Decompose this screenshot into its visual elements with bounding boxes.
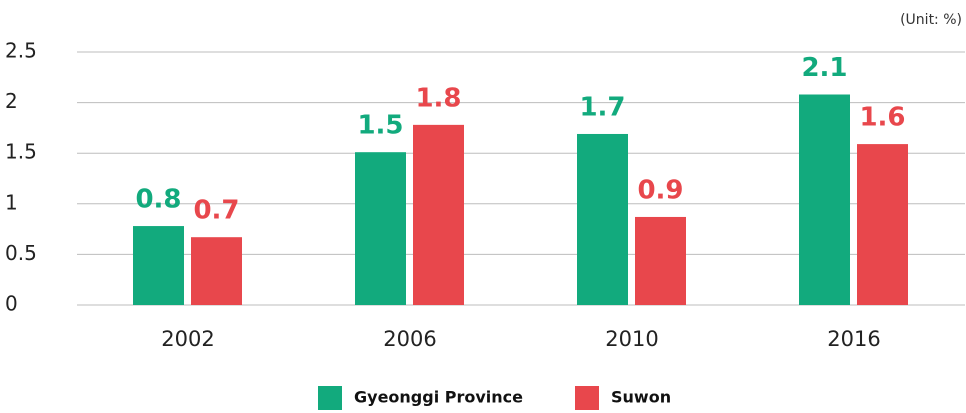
bar — [133, 226, 184, 305]
x-tick-label: 2016 — [827, 327, 880, 351]
x-tick-label: 2006 — [383, 327, 436, 351]
y-tick-label: 0.5 — [5, 241, 37, 265]
bar — [577, 133, 628, 305]
y-tick-label: 1 — [5, 190, 18, 214]
value-label: 1.7 — [579, 92, 625, 122]
value-label: 1.5 — [357, 111, 403, 141]
bar — [857, 144, 908, 305]
value-label: 2.1 — [801, 53, 847, 83]
legend-swatch — [575, 386, 599, 410]
value-label: 0.7 — [193, 196, 239, 226]
x-tick-label: 2010 — [605, 327, 658, 351]
legend-label: Gyeonggi Province — [354, 388, 523, 407]
bar — [635, 216, 686, 305]
value-label: 1.6 — [859, 103, 905, 133]
bar — [191, 237, 242, 305]
bar — [413, 124, 464, 305]
y-tick-label: 2.5 — [5, 39, 37, 63]
bar — [799, 94, 850, 305]
x-tick-label: 2002 — [161, 327, 214, 351]
value-label: 0.8 — [135, 185, 181, 215]
value-label: 0.9 — [637, 175, 683, 205]
legend-swatch — [318, 386, 342, 410]
unit-note: (Unit: %) — [900, 12, 962, 28]
bar — [355, 152, 406, 305]
value-label: 1.8 — [415, 83, 461, 113]
y-tick-label: 0 — [5, 292, 18, 316]
y-tick-label: 1.5 — [5, 140, 37, 164]
legend-label: Suwon — [611, 388, 671, 407]
y-tick-label: 2 — [5, 89, 18, 113]
